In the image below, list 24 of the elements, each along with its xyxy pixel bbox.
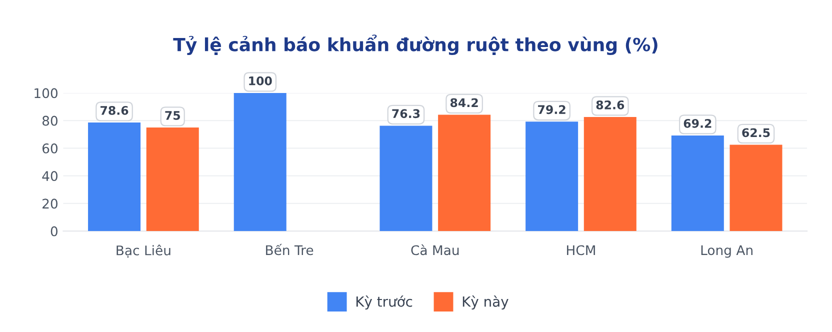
chart-title: Tỷ lệ cảnh báo khuẩn đường ruột theo vùng (%) bbox=[173, 34, 658, 56]
y-tick-label: 0 bbox=[50, 226, 58, 236]
x-tick-label: Cà Mau bbox=[411, 244, 459, 256]
y-tick-label: 20 bbox=[42, 198, 58, 209]
x-tick-label: Bến Tre bbox=[266, 244, 314, 256]
data-label: 75 bbox=[165, 111, 180, 120]
data-label: 78.6 bbox=[100, 106, 128, 115]
data-label: 84.2 bbox=[450, 98, 478, 108]
data-label: 62.5 bbox=[742, 128, 770, 138]
x-tick-label: Long An bbox=[701, 245, 752, 258]
data-label: 82.6 bbox=[596, 100, 624, 110]
data-label: 79.2 bbox=[538, 105, 566, 114]
y-tick-label: 100 bbox=[34, 88, 58, 98]
x-tick-label: Bạc Liêu bbox=[116, 244, 170, 258]
y-tick-label: 80 bbox=[42, 116, 58, 126]
y-tick-label: 60 bbox=[42, 143, 58, 154]
y-tick-label: 40 bbox=[42, 171, 58, 182]
legend-label: Kỳ này bbox=[462, 296, 508, 310]
bar bbox=[146, 127, 199, 232]
x-tick-label: HCM bbox=[567, 245, 595, 256]
data-label: 76.3 bbox=[392, 109, 420, 118]
data-label: 69.2 bbox=[684, 118, 712, 128]
legend-label: Kỳ trước bbox=[356, 296, 412, 310]
data-label: 100 bbox=[249, 76, 272, 86]
